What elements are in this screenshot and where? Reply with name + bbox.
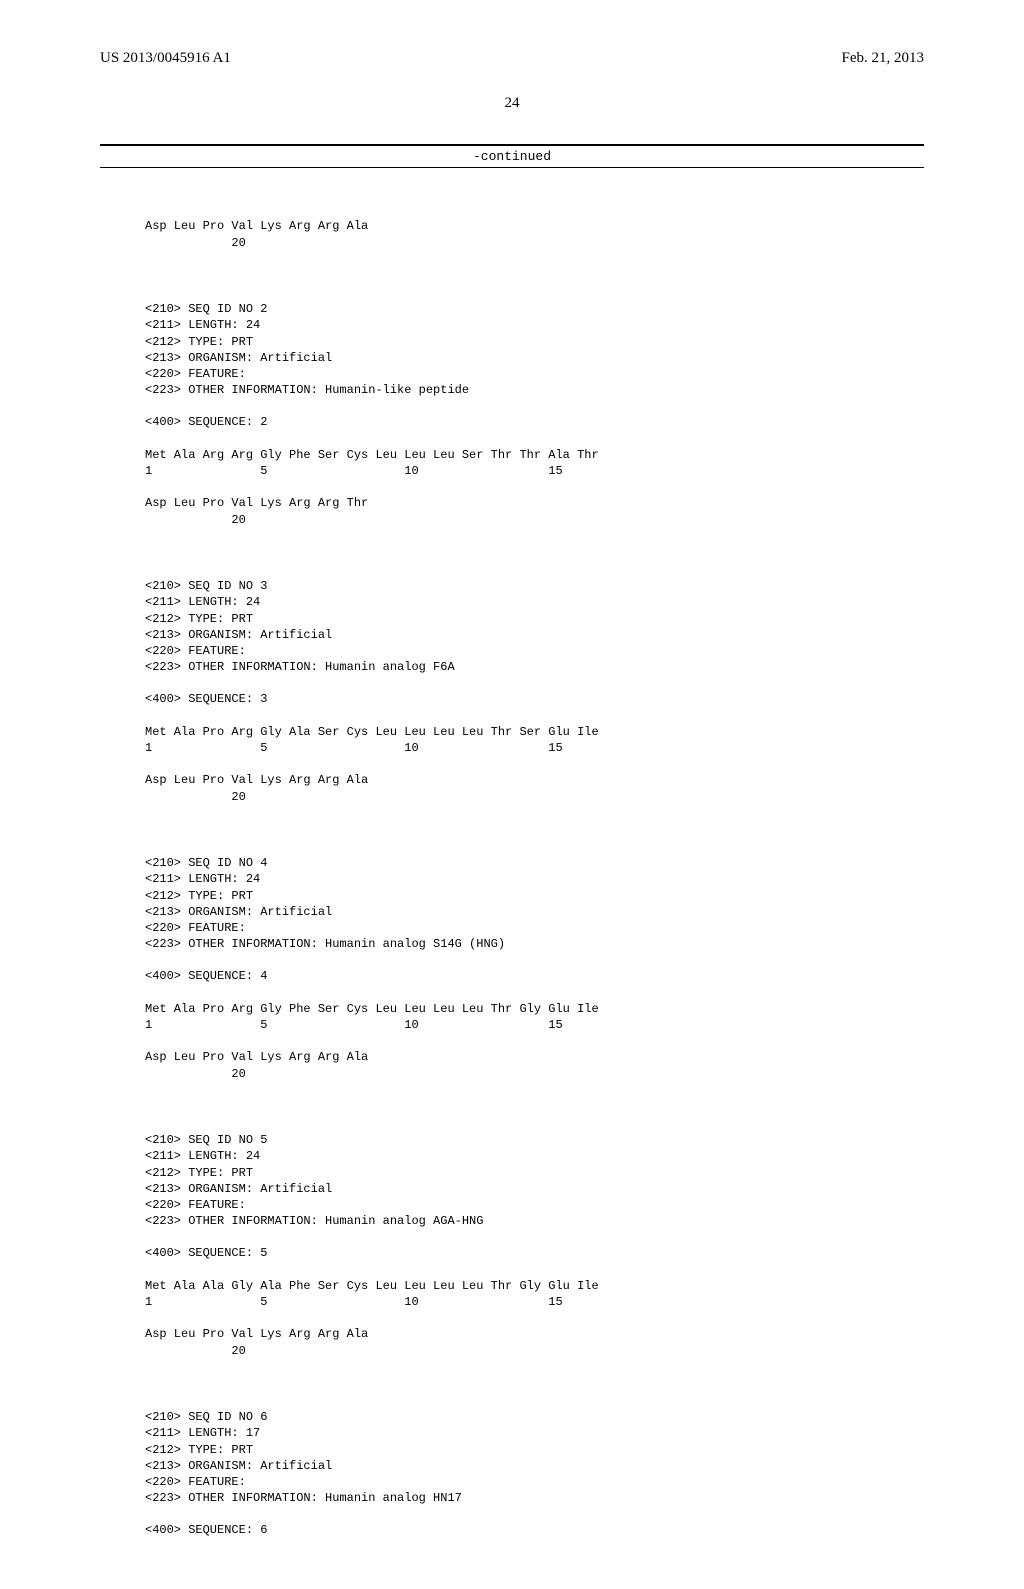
publication-number: US 2013/0045916 A1 — [100, 50, 231, 67]
seq-entry-3: <210> SEQ ID NO 3 <211> LENGTH: 24 <212>… — [145, 578, 924, 805]
seq-entry-2: <210> SEQ ID NO 2 <211> LENGTH: 24 <212>… — [145, 301, 924, 528]
patent-page: US 2013/0045916 A1 Feb. 21, 2013 24 -con… — [0, 0, 1024, 1320]
publication-date: Feb. 21, 2013 — [842, 50, 925, 67]
continued-label: -continued — [100, 144, 924, 168]
seq-entry-6: <210> SEQ ID NO 6 <211> LENGTH: 17 <212>… — [145, 1409, 924, 1539]
seq-entry-5: <210> SEQ ID NO 5 <211> LENGTH: 24 <212>… — [145, 1132, 924, 1359]
seq-entry-4: <210> SEQ ID NO 4 <211> LENGTH: 24 <212>… — [145, 855, 924, 1082]
page-number: 24 — [100, 95, 924, 112]
header-row: US 2013/0045916 A1 Feb. 21, 2013 — [100, 50, 924, 67]
sequence-listing: Asp Leu Pro Val Lys Arg Arg Ala 20 <210>… — [145, 186, 924, 1589]
seq-fragment-prev: Asp Leu Pro Val Lys Arg Arg Ala 20 — [145, 218, 924, 250]
